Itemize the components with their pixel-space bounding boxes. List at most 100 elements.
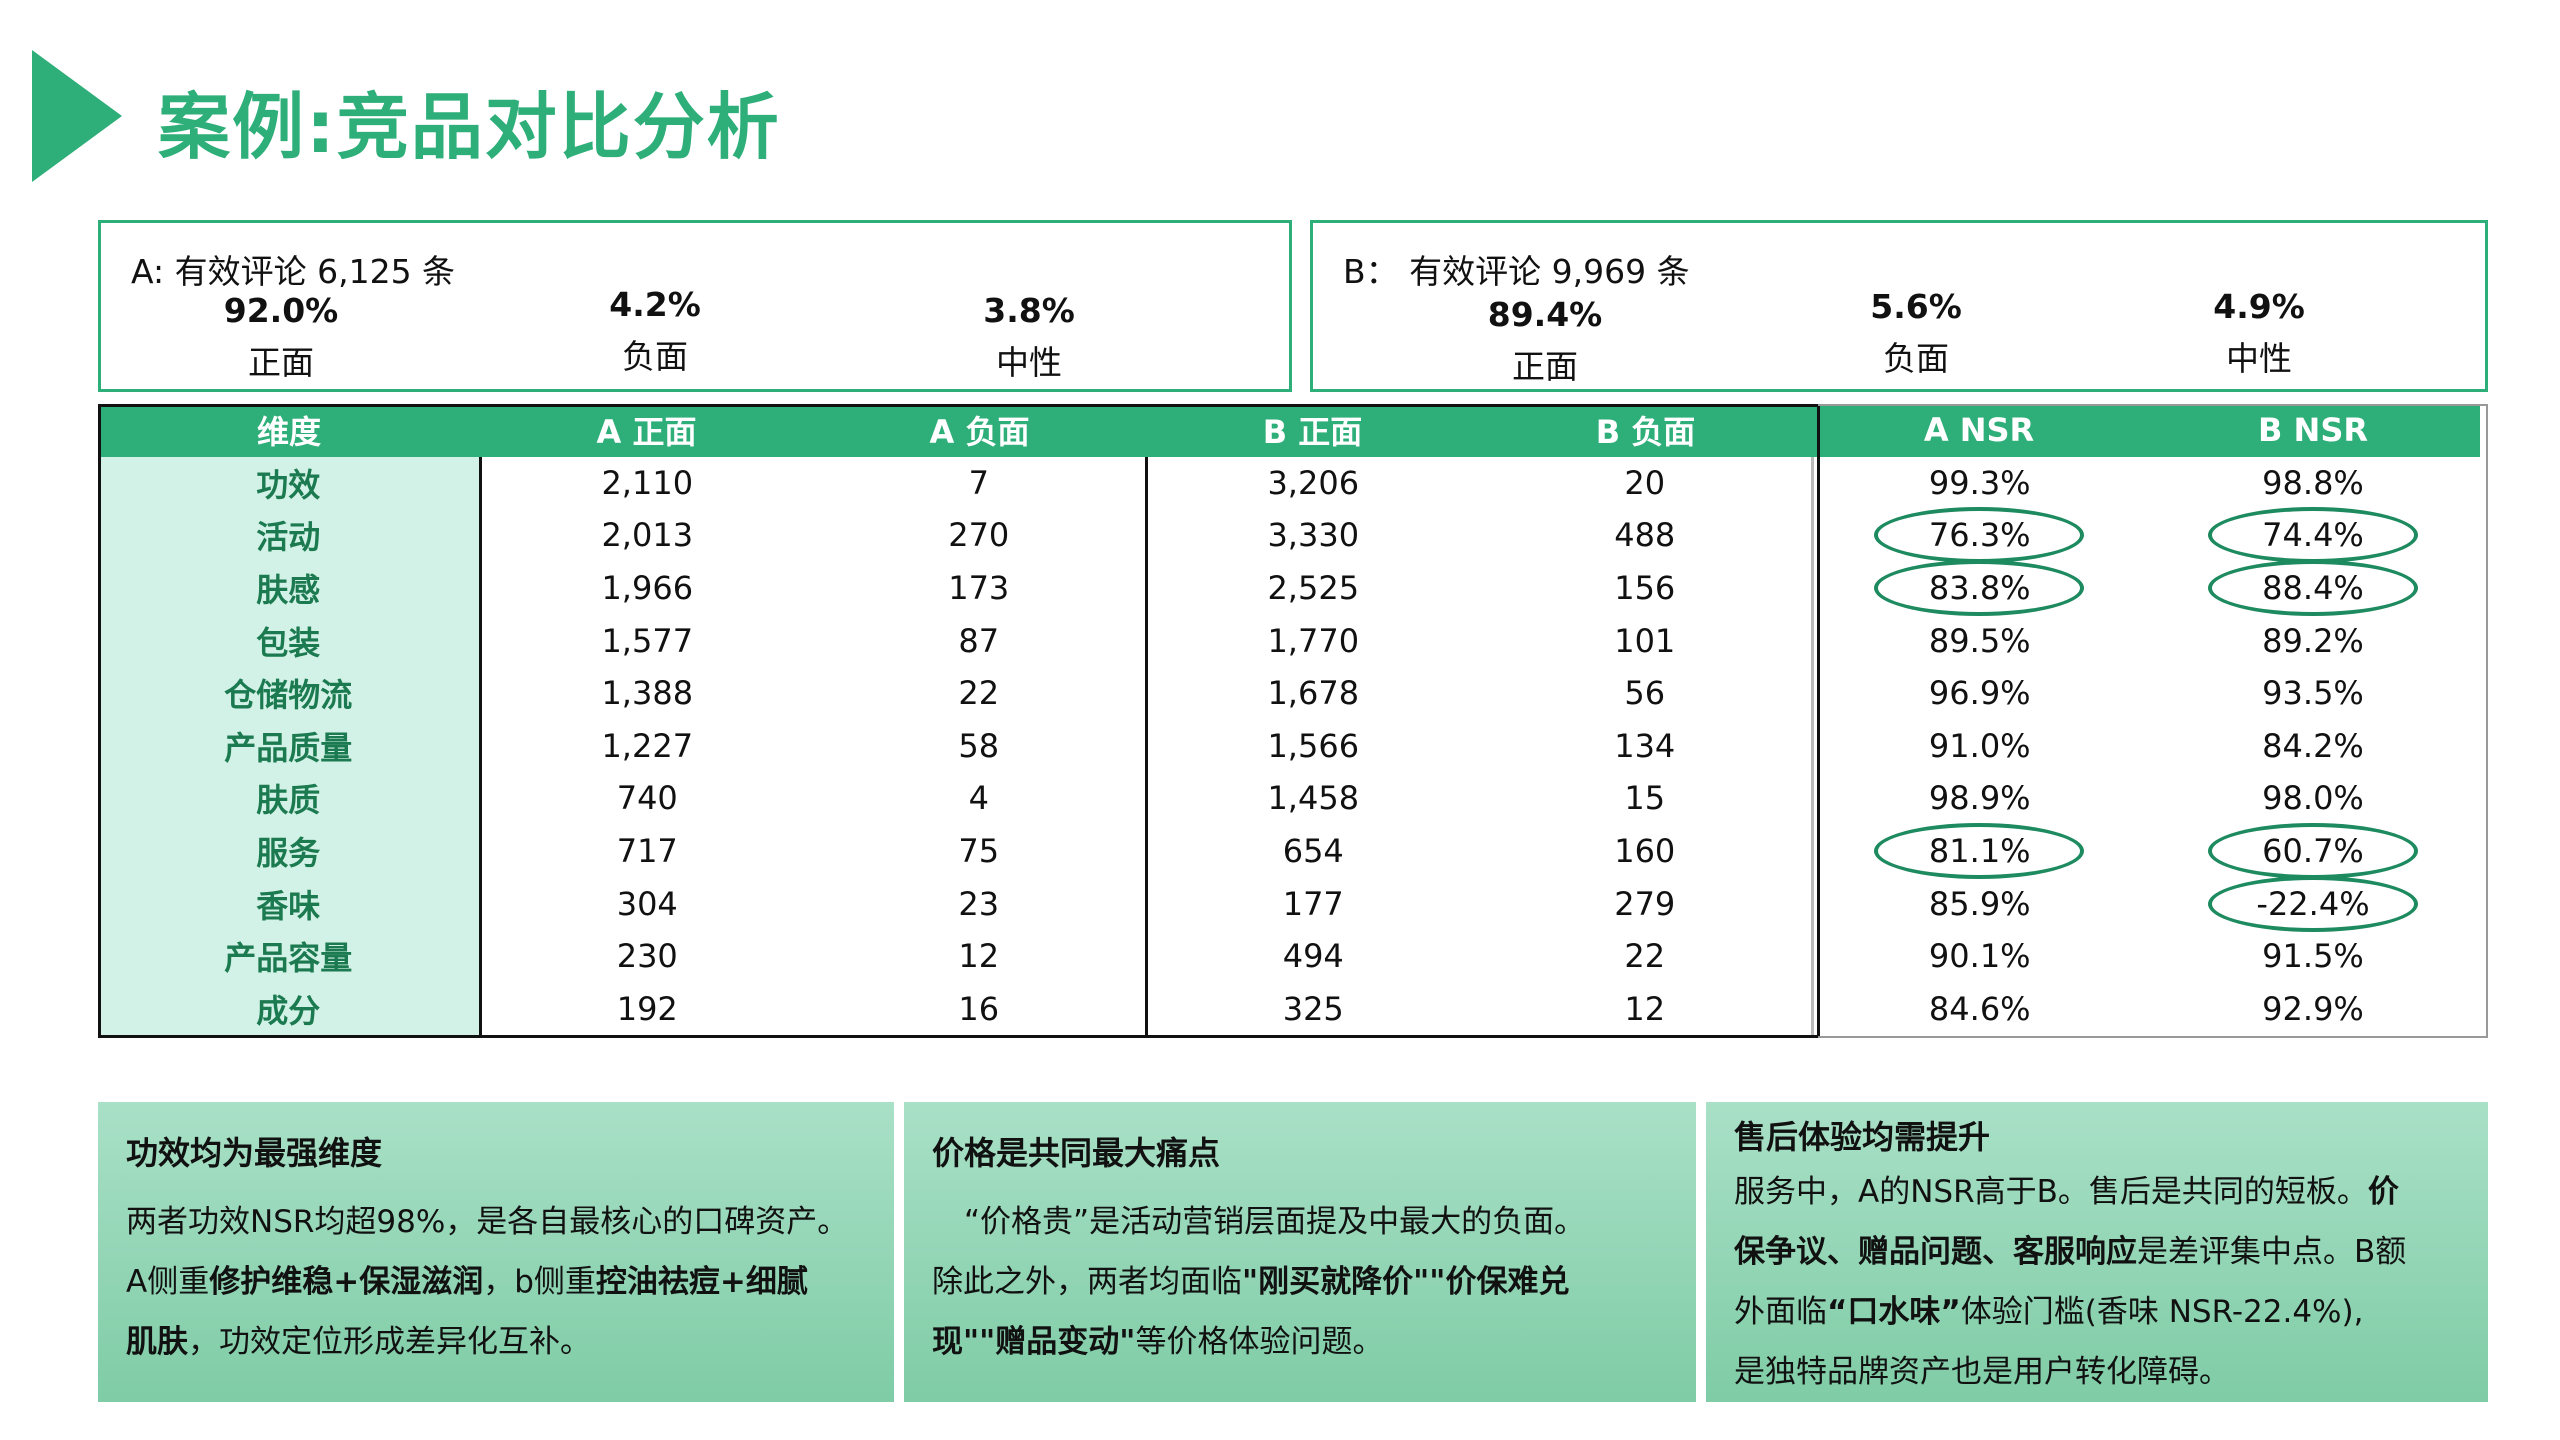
header-a-nsr: A NSR: [1812, 404, 2146, 457]
cell-b-negative: 101: [1614, 621, 1676, 660]
table-row: 仓储物流 1,388 22 1,678 56 96.9% 93.5%: [98, 666, 2480, 720]
cell-b-nsr: 88.4%: [2262, 569, 2364, 608]
cell-b-positive: 2,525: [1144, 561, 1479, 615]
insight-card-price: 价格是共同最大痛点 “价格贵”是活动营销层面提及中最大的负面。 除此之外，两者均…: [904, 1102, 1696, 1402]
cell-a-positive: 304: [478, 877, 813, 930]
table-row: 成分 192 16 325 12 84.6% 92.9%: [98, 982, 2480, 1036]
cell-a-nsr: 99.3%: [1810, 456, 2146, 510]
table-row: 活动 2,013 270 3,330 488 76.3% 74.4%: [98, 509, 2480, 562]
cell-a-negative: 270: [948, 516, 1010, 555]
table-row: 香味 304 23 177 279 85.9% -22.4%: [98, 877, 2480, 930]
table-header-row: 维度 A 正面 A 负面 B 正面 B 负面 A NSR B NSR: [98, 404, 2480, 457]
table-row: 肤感 1,966 173 2,525 156 83.8% 88.4%: [98, 561, 2480, 615]
cell-a-positive: 1,388: [478, 666, 813, 720]
cell-b-nsr: 74.4%: [2262, 516, 2364, 555]
table-row: 功效 2,110 7 3,206 20 99.3% 98.8%: [98, 456, 2480, 510]
cell-b-positive: 177: [1144, 877, 1479, 930]
cell-a-negative: 7: [968, 463, 989, 502]
cell-dimension: 产品质量: [98, 719, 480, 773]
cell-a-nsr: 84.6%: [1810, 982, 2146, 1036]
cell-b-positive: 654: [1144, 824, 1479, 878]
cell-b-nsr: 98.0%: [2262, 779, 2364, 818]
cell-a-positive: 740: [478, 772, 813, 825]
cell-a-positive: 230: [478, 929, 813, 983]
cell-b-nsr: 60.7%: [2262, 832, 2364, 871]
summary-b-head: B： 有效评论 9,969 条: [1343, 252, 1690, 291]
cell-a-negative: 22: [958, 674, 1000, 713]
cell-a-negative: 16: [958, 989, 1000, 1028]
cell-b-positive: 1,678: [1144, 666, 1479, 720]
summary-a-box: A: 有效评论 6,125 条 92.0% 正面 4.2% 负面 3.8% 中性: [98, 220, 1292, 392]
cell-a-nsr: 76.3%: [1810, 509, 2146, 562]
cell-dimension: 香味: [98, 877, 480, 930]
card-title: 价格是共同最大痛点: [932, 1134, 1221, 1172]
cell-a-negative: 12: [958, 937, 1000, 976]
cell-b-nsr: 93.5%: [2262, 674, 2364, 713]
summary-b-negative: 5.6% 负面: [1870, 287, 1962, 378]
cell-a-negative: 58: [958, 726, 1000, 765]
cell-dimension: 肤感: [98, 561, 480, 615]
cell-b-negative: 12: [1624, 989, 1666, 1028]
cell-b-negative: 488: [1614, 516, 1676, 555]
cell-dimension: 服务: [98, 824, 480, 878]
summary-a-negative: 4.2% 负面: [609, 285, 701, 376]
card-text: 服务中，A的NSR高于B。售后是共同的短板。价 保争议、赠品问题、客服响应是差评…: [1734, 1174, 2407, 1390]
card-title: 售后体验均需提升: [1734, 1118, 1991, 1156]
cell-a-nsr: 96.9%: [1810, 666, 2146, 720]
cell-b-positive: 494: [1144, 929, 1479, 983]
cell-a-negative: 87: [958, 621, 1000, 660]
cell-dimension: 活动: [98, 509, 480, 562]
cell-a-positive: 717: [478, 824, 813, 878]
cell-a-nsr: 91.0%: [1810, 719, 2146, 773]
cell-a-positive: 1,227: [478, 719, 813, 773]
cell-b-nsr: -22.4%: [2256, 884, 2370, 923]
cell-b-positive: 3,206: [1144, 456, 1479, 510]
card-title: 功效均为最强维度: [126, 1134, 383, 1172]
insight-card-efficacy: 功效均为最强维度 两者功效NSR均超98%，是各自最核心的口碑资产。 A侧重修护…: [98, 1102, 894, 1402]
summary-b-neutral: 4.9% 中性: [2213, 287, 2305, 378]
cell-b-nsr: 98.8%: [2262, 463, 2364, 502]
cell-b-negative: 20: [1624, 463, 1666, 502]
card-text: “价格贵”是活动营销层面提及中最大的负面。 除此之外，两者均面临"刚买就降价""…: [932, 1204, 1586, 1360]
cell-a-positive: 1,966: [478, 561, 813, 615]
cell-b-negative: 156: [1614, 569, 1676, 608]
cell-b-negative: 15: [1624, 779, 1666, 818]
cell-dimension: 包装: [98, 614, 480, 667]
cell-a-nsr: 85.9%: [1810, 877, 2146, 930]
cell-b-nsr: 89.2%: [2262, 621, 2364, 660]
cell-dimension: 肤质: [98, 772, 480, 825]
summary-b-positive: 89.4% 正面: [1487, 295, 1603, 386]
cell-b-positive: 3,330: [1144, 509, 1479, 562]
cell-a-negative: 23: [958, 884, 1000, 923]
cell-dimension: 产品容量: [98, 929, 480, 983]
header-b-positive: B 正面: [1146, 404, 1479, 457]
cell-a-positive: 1,577: [478, 614, 813, 667]
page-title: 案例:竞品对比分析: [158, 85, 781, 169]
cell-b-positive: 325: [1144, 982, 1479, 1036]
cell-a-negative: 173: [948, 569, 1010, 608]
cell-a-nsr: 81.1%: [1810, 824, 2146, 878]
cell-b-negative: 56: [1624, 674, 1666, 713]
cell-a-nsr: 90.1%: [1810, 929, 2146, 983]
cell-dimension: 功效: [98, 456, 480, 510]
table-row: 包装 1,577 87 1,770 101 89.5% 89.2%: [98, 614, 2480, 667]
summary-a-neutral: 3.8% 中性: [983, 291, 1075, 382]
comparison-table: 维度 A 正面 A 负面 B 正面 B 负面 A NSR B NSR 功效 2,1…: [98, 404, 2480, 1036]
cell-a-negative: 75: [958, 832, 1000, 871]
summary-b-box: B： 有效评论 9,969 条 89.4% 正面 5.6% 负面 4.9% 中性: [1310, 220, 2488, 392]
insight-card-service: 售后体验均需提升 服务中，A的NSR高于B。售后是共同的短板。价 保争议、赠品问…: [1706, 1102, 2488, 1402]
cell-b-positive: 1,458: [1144, 772, 1479, 825]
header-dimension: 维度: [98, 404, 480, 457]
summary-a-head: A: 有效评论 6,125 条: [131, 252, 456, 291]
table-row: 产品质量 1,227 58 1,566 134 91.0% 84.2%: [98, 719, 2480, 773]
summary-a-positive: 92.0% 正面: [223, 291, 339, 382]
cell-a-positive: 2,110: [478, 456, 813, 510]
header-b-nsr: B NSR: [2146, 404, 2480, 457]
cell-a-nsr: 83.8%: [1810, 561, 2146, 615]
card-text: 两者功效NSR均超98%，是各自最核心的口碑资产。 A侧重修护维稳+保湿滋润，b…: [126, 1204, 849, 1360]
header-b-negative: B 负面: [1479, 404, 1812, 457]
header-a-positive: A 正面: [480, 404, 813, 457]
table-row: 产品容量 230 12 494 22 90.1% 91.5%: [98, 929, 2480, 983]
cell-b-positive: 1,770: [1144, 614, 1479, 667]
cell-b-nsr: 91.5%: [2262, 937, 2364, 976]
